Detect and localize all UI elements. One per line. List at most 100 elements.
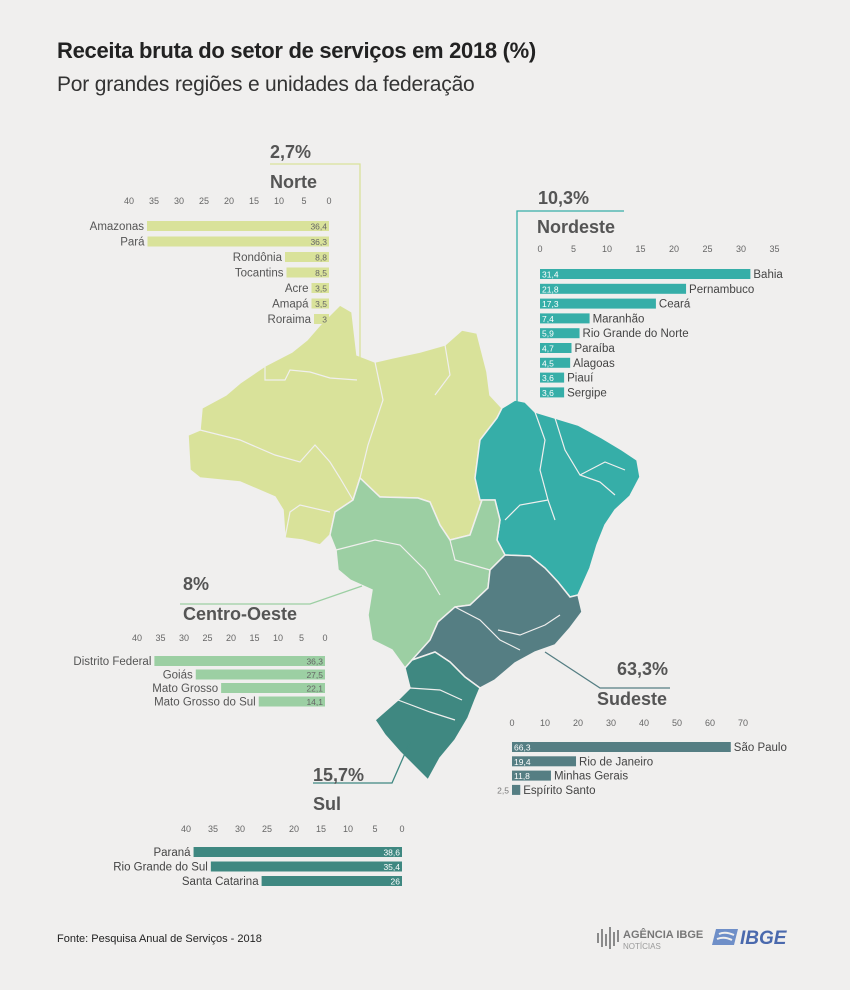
chart-title: Receita bruta do setor de serviços em 20… (57, 38, 536, 63)
tick-label-sudeste: 0 (509, 718, 514, 728)
tick-label-nordeste: 25 (702, 244, 712, 254)
data-label-norte: 3,5 (315, 284, 327, 294)
category-label-norte: Roraima (268, 314, 312, 326)
region-name-sul: Sul (313, 794, 341, 814)
tick-label-nordeste: 10 (602, 244, 612, 254)
tick-label-sul: 35 (208, 824, 218, 834)
region-name-nordeste: Nordeste (537, 217, 615, 237)
tick-label-norte: 40 (124, 196, 134, 206)
data-label-nordeste: 3,6 (542, 388, 554, 398)
bar-nordeste (540, 313, 590, 324)
region-share-nordeste: 10,3% (538, 188, 589, 208)
tick-label-centro-oeste: 30 (179, 633, 189, 643)
region-share-centro-oeste: 8% (183, 574, 209, 594)
bar-sudeste (512, 770, 551, 781)
data-label-norte: 3,5 (315, 299, 327, 309)
category-label-centro-oeste: Goiás (163, 670, 193, 682)
data-label-sudeste: 19,4 (514, 757, 531, 767)
bar-nordeste (540, 357, 571, 368)
category-label-sul: Paraná (153, 847, 191, 859)
category-label-nordeste: Alagoas (573, 358, 615, 370)
category-label-norte: Pará (120, 237, 145, 249)
tick-label-sul: 20 (289, 824, 299, 834)
map-region-sudeste (411, 554, 583, 689)
category-label-centro-oeste: Distrito Federal (73, 656, 151, 668)
tick-label-nordeste: 20 (669, 244, 679, 254)
panel-centro-oeste: 8% Centro-Oeste 40 35 30 25 20 15 10 5 0 36,3 Distri… (73, 574, 327, 709)
bar-sudeste (512, 784, 521, 795)
bar-centro-oeste (258, 696, 325, 707)
bar-norte (311, 283, 329, 293)
data-label-nordeste: 7,4 (542, 314, 554, 324)
tick-label-sudeste: 50 (672, 718, 682, 728)
agencia-ibge-logo: AGÊNCIA IBGE NOTÍCIAS (597, 927, 703, 951)
tick-label-nordeste: 5 (571, 244, 576, 254)
category-label-nordeste: Maranhão (593, 313, 645, 325)
category-label-sudeste: São Paulo (734, 742, 787, 754)
category-label-nordeste: Piauí (567, 373, 594, 385)
tick-label-norte: 30 (174, 196, 184, 206)
bar-sul (261, 876, 402, 886)
tick-label-centro-oeste: 20 (226, 633, 236, 643)
bar-norte (311, 298, 329, 309)
category-label-sul: Santa Catarina (182, 876, 259, 888)
tick-label-norte: 15 (249, 196, 259, 206)
data-label-centro-oeste: 14,1 (306, 697, 323, 707)
tick-label-nordeste: 15 (635, 244, 645, 254)
map-state-borders (199, 344, 626, 721)
map-region-sul (374, 651, 481, 782)
tick-label-centro-oeste: 40 (132, 633, 142, 643)
bar-nordeste (540, 298, 656, 309)
data-label-sul: 26 (391, 877, 401, 887)
tick-label-norte: 5 (301, 196, 306, 206)
tick-label-nordeste: 0 (537, 244, 542, 254)
category-label-norte: Rondônia (233, 252, 283, 264)
bar-sul (210, 861, 402, 872)
bar-centro-oeste (195, 669, 325, 680)
connector-nordeste (516, 210, 624, 408)
ibge-logo: IBGE (712, 928, 788, 949)
data-label-sudeste: 66,3 (514, 743, 531, 753)
data-label-centro-oeste: 36,3 (306, 657, 323, 667)
bar-sudeste (512, 756, 577, 767)
tick-label-norte: 0 (326, 196, 331, 206)
data-label-norte: 3 (322, 315, 327, 325)
category-label-sudeste: Minhas Gerais (554, 771, 628, 783)
bar-sul (193, 847, 402, 857)
data-label-centro-oeste: 27,5 (306, 670, 323, 680)
category-label-sul: Rio Grande do Sul (113, 862, 208, 874)
data-label-centro-oeste: 22,1 (306, 684, 323, 694)
bar-norte (147, 221, 329, 231)
tick-label-sudeste: 70 (738, 718, 748, 728)
bar-sudeste (512, 742, 731, 752)
tick-label-centro-oeste: 15 (249, 633, 259, 643)
tick-label-sul: 10 (343, 824, 353, 834)
bar-nordeste (540, 269, 751, 279)
region-share-sul: 15,7% (313, 765, 364, 785)
data-label-nordeste: 31,4 (542, 270, 559, 280)
tick-label-centro-oeste: 5 (299, 633, 304, 643)
region-name-centro-oeste: Centro-Oeste (183, 604, 297, 624)
tick-label-norte: 25 (199, 196, 209, 206)
bar-norte (285, 252, 329, 262)
category-label-nordeste: Paraíba (574, 343, 615, 355)
tick-label-sudeste: 30 (606, 718, 616, 728)
category-label-norte: Tocantins (235, 268, 284, 280)
data-label-norte: 8,5 (315, 268, 327, 278)
category-label-sudeste: Espírito Santo (523, 785, 595, 797)
panel-norte: 2,7% Norte 40 35 30 25 20 15 10 5 0 36,4 Amazonas 36,… (90, 142, 332, 326)
region-share-norte: 2,7% (270, 142, 311, 162)
tick-label-nordeste: 30 (736, 244, 746, 254)
tick-label-sul: 25 (262, 824, 272, 834)
tick-label-centro-oeste: 35 (155, 633, 165, 643)
tick-label-sudeste: 20 (573, 718, 583, 728)
panel-nordeste: 10,3% Nordeste 0 5 10 15 20 25 30 35 31,4 Bahia 21,8… (537, 188, 783, 399)
bar-nordeste (540, 387, 565, 398)
category-label-nordeste: Rio Grande do Norte (583, 328, 689, 340)
category-label-nordeste: Ceará (659, 299, 691, 311)
panel-sul: 15,7% Sul 40 35 30 25 20 15 10 5 0 38,6 Paraná 35,4 Ri… (113, 765, 404, 888)
category-label-nordeste: Pernambuco (689, 284, 754, 296)
category-label-norte: Amazonas (90, 221, 145, 233)
chart-subtitle: Por grandes regiões e unidades da federa… (57, 73, 475, 96)
